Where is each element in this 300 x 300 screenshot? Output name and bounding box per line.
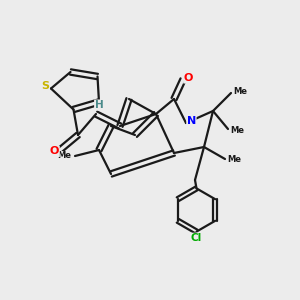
Text: H: H	[94, 100, 103, 110]
Text: Me: Me	[230, 126, 244, 135]
Text: O: O	[184, 73, 193, 83]
Text: Me: Me	[58, 152, 71, 160]
Text: O: O	[50, 146, 59, 157]
Text: Me: Me	[227, 154, 241, 164]
Text: Me: Me	[233, 87, 247, 96]
Text: S: S	[41, 80, 49, 91]
Text: N: N	[187, 116, 196, 127]
Text: Cl: Cl	[191, 233, 202, 243]
